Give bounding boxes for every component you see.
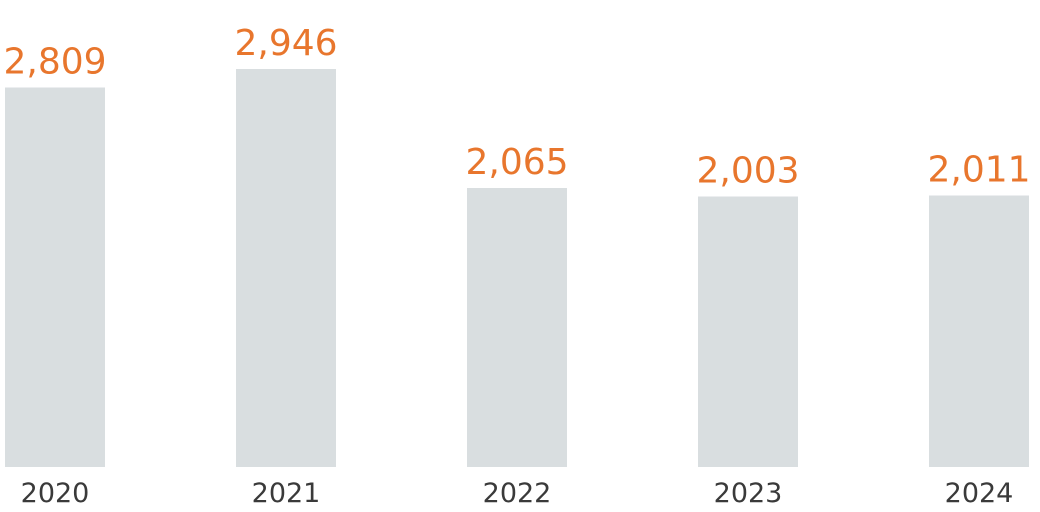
bar-2024: [929, 195, 1029, 467]
value-label-2023: 2,003: [696, 150, 799, 191]
value-label-2024: 2,011: [927, 149, 1030, 190]
category-label-2024: 2024: [945, 478, 1014, 509]
category-label-2023: 2023: [714, 478, 783, 509]
value-label-2020: 2,809: [3, 42, 106, 83]
value-label-2021: 2,946: [234, 23, 337, 64]
category-label-2022: 2022: [483, 478, 552, 509]
bar-2022: [467, 188, 567, 467]
value-labels-group: 2,809 2,946 2,065 2,003 2,011: [3, 23, 1030, 191]
bar-2023: [698, 196, 798, 467]
value-label-2022: 2,065: [465, 142, 568, 183]
category-label-2021: 2021: [252, 478, 321, 509]
bar-2021: [236, 69, 336, 467]
category-labels-group: 2020 2021 2022 2023 2024: [21, 478, 1014, 509]
bar-2020: [5, 87, 105, 467]
bars-group: [5, 69, 1029, 467]
category-label-2020: 2020: [21, 478, 90, 509]
